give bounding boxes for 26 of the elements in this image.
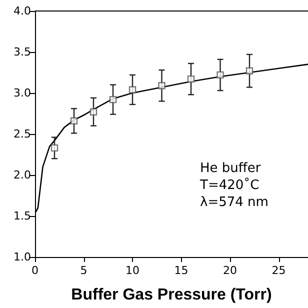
- point: [90, 108, 98, 116]
- annotation: T=420˚C: [199, 177, 260, 193]
- y-tick-label: 2.5: [14, 128, 31, 140]
- point: [216, 71, 224, 79]
- point: [128, 86, 136, 94]
- point: [50, 144, 58, 152]
- annotation: He buffer: [200, 161, 262, 176]
- y-tick-label: 4.0: [14, 4, 31, 18]
- x-tick-label: 0: [32, 264, 38, 277]
- x-tick-label: 5: [80, 264, 88, 277]
- point: [246, 67, 254, 74]
- y-tick-label: 1.5: [14, 210, 31, 222]
- point: [187, 75, 195, 83]
- y-tick-label: 2.0: [14, 168, 31, 182]
- y-tick-label: 1.0: [14, 250, 31, 264]
- x-tick-label: 20: [223, 264, 237, 277]
- y-tick-label: 3.5: [14, 46, 31, 58]
- point: [70, 117, 78, 124]
- point: [109, 96, 117, 104]
- x-axis-title: Buffer Gas Pressure (Torr): [71, 286, 272, 304]
- x-tick-label: 15: [174, 264, 188, 277]
- annotation: λ=574 nm: [200, 195, 268, 210]
- point: [158, 82, 166, 90]
- x-tick-label: 25: [272, 264, 286, 277]
- y-tick-label: 3.0: [14, 86, 31, 100]
- x-tick-label: 10: [126, 264, 140, 277]
